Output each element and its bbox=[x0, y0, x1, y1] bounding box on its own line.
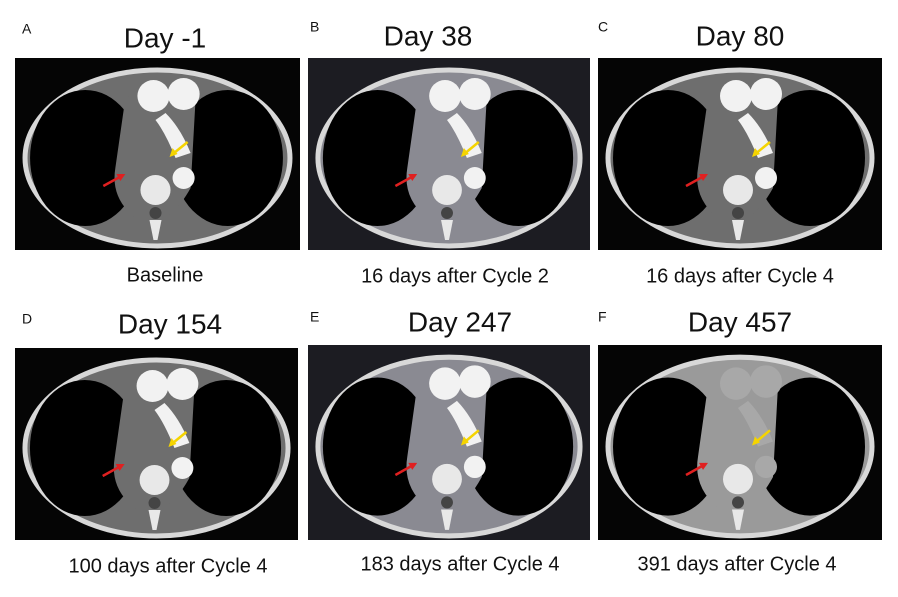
aorta bbox=[136, 370, 169, 402]
panel-caption: 100 days after Cycle 4 bbox=[69, 555, 268, 577]
panel-caption: Baseline bbox=[127, 264, 204, 286]
right-lung bbox=[755, 377, 865, 516]
left-lung bbox=[29, 380, 140, 516]
left-lung bbox=[322, 377, 433, 516]
panel-title: Day -1 bbox=[124, 22, 206, 53]
red-arrowhead bbox=[699, 174, 708, 181]
pulmonary-artery bbox=[166, 368, 199, 400]
red-arrowhead bbox=[408, 462, 418, 470]
red-arrowhead bbox=[116, 174, 126, 181]
spinal-canal bbox=[148, 497, 161, 509]
panel-title: Day 154 bbox=[118, 308, 222, 339]
ct-scan bbox=[308, 58, 590, 250]
descending-aorta bbox=[171, 457, 194, 479]
aorta bbox=[137, 80, 170, 112]
panel-caption: 16 days after Cycle 2 bbox=[361, 265, 549, 287]
spinal-canal bbox=[149, 207, 162, 219]
left-lung bbox=[613, 90, 723, 226]
descending-aorta bbox=[463, 455, 486, 479]
panel-letter: B bbox=[310, 19, 319, 35]
pulmonary-artery bbox=[750, 78, 782, 110]
pulmonary-artery bbox=[458, 365, 491, 398]
red-arrowhead bbox=[115, 464, 125, 471]
panel-title: Day 247 bbox=[408, 306, 512, 337]
mediastinum bbox=[697, 88, 778, 222]
yellow-arrowhead bbox=[460, 148, 469, 157]
spinous-process bbox=[441, 220, 453, 240]
spinous-process bbox=[732, 220, 744, 240]
ct-scan bbox=[15, 58, 300, 250]
spinous-process bbox=[732, 509, 744, 530]
mediastinum bbox=[697, 375, 778, 512]
ct-scan bbox=[598, 345, 882, 540]
panel-caption: 391 days after Cycle 4 bbox=[638, 553, 837, 575]
panel-letter: F bbox=[598, 309, 607, 325]
spinal-canal bbox=[441, 207, 453, 219]
ct-scan bbox=[308, 345, 590, 540]
right-lung bbox=[463, 90, 574, 226]
mediastinum bbox=[406, 375, 487, 512]
aorta bbox=[720, 367, 752, 400]
descending-aorta bbox=[755, 167, 777, 189]
red-arrowhead bbox=[408, 174, 418, 181]
vertebra bbox=[140, 175, 171, 205]
aorta bbox=[429, 80, 461, 112]
mediastinum bbox=[114, 88, 196, 222]
vertebra bbox=[432, 463, 462, 495]
panel-title: Day 457 bbox=[688, 306, 792, 337]
right-lung bbox=[172, 90, 283, 226]
vertebra bbox=[723, 175, 753, 205]
panel-letter: D bbox=[22, 311, 32, 327]
spinous-process bbox=[441, 509, 453, 530]
panel-letter: E bbox=[310, 309, 319, 325]
ct-scan bbox=[598, 58, 882, 250]
pulmonary-artery bbox=[167, 78, 200, 110]
panel-caption: 183 days after Cycle 4 bbox=[361, 553, 560, 575]
descending-aorta bbox=[463, 167, 486, 189]
panel-caption: 16 days after Cycle 4 bbox=[646, 265, 834, 287]
mediastinum bbox=[406, 88, 487, 222]
spinal-canal bbox=[441, 496, 453, 509]
pulmonary-artery bbox=[458, 78, 491, 110]
mediastinum bbox=[113, 378, 195, 512]
red-arrowhead bbox=[699, 462, 708, 470]
descending-aorta bbox=[755, 455, 777, 479]
panel-letter: A bbox=[22, 21, 32, 37]
yellow-arrowhead bbox=[460, 436, 469, 446]
yellow-arrowhead bbox=[752, 436, 760, 446]
spinal-canal bbox=[732, 496, 744, 509]
right-lung bbox=[171, 380, 282, 516]
vertebra bbox=[139, 465, 170, 495]
descending-aorta bbox=[172, 167, 195, 189]
panel-title: Day 38 bbox=[384, 20, 473, 51]
aorta bbox=[429, 367, 461, 400]
right-lung bbox=[463, 377, 574, 516]
left-lung bbox=[322, 90, 433, 226]
pulmonary-artery bbox=[750, 365, 782, 398]
aorta bbox=[720, 80, 752, 112]
left-lung bbox=[30, 90, 141, 226]
panel-letter: C bbox=[598, 19, 608, 35]
vertebra bbox=[723, 463, 753, 495]
yellow-arrowhead bbox=[752, 148, 760, 157]
left-lung bbox=[613, 377, 723, 516]
ct-scan bbox=[15, 348, 298, 540]
vertebra bbox=[432, 175, 462, 205]
panel-title: Day 80 bbox=[696, 20, 785, 51]
spinal-canal bbox=[732, 207, 744, 219]
right-lung bbox=[755, 90, 865, 226]
spinous-process bbox=[148, 510, 161, 530]
